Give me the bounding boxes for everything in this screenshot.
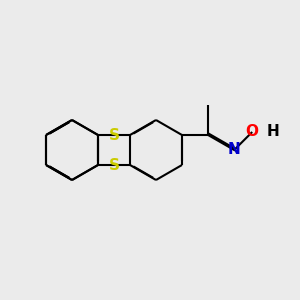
Text: N: N bbox=[228, 142, 241, 158]
Text: O: O bbox=[246, 124, 259, 140]
Text: H: H bbox=[267, 124, 280, 140]
Text: S: S bbox=[109, 128, 119, 142]
Text: S: S bbox=[109, 158, 119, 172]
